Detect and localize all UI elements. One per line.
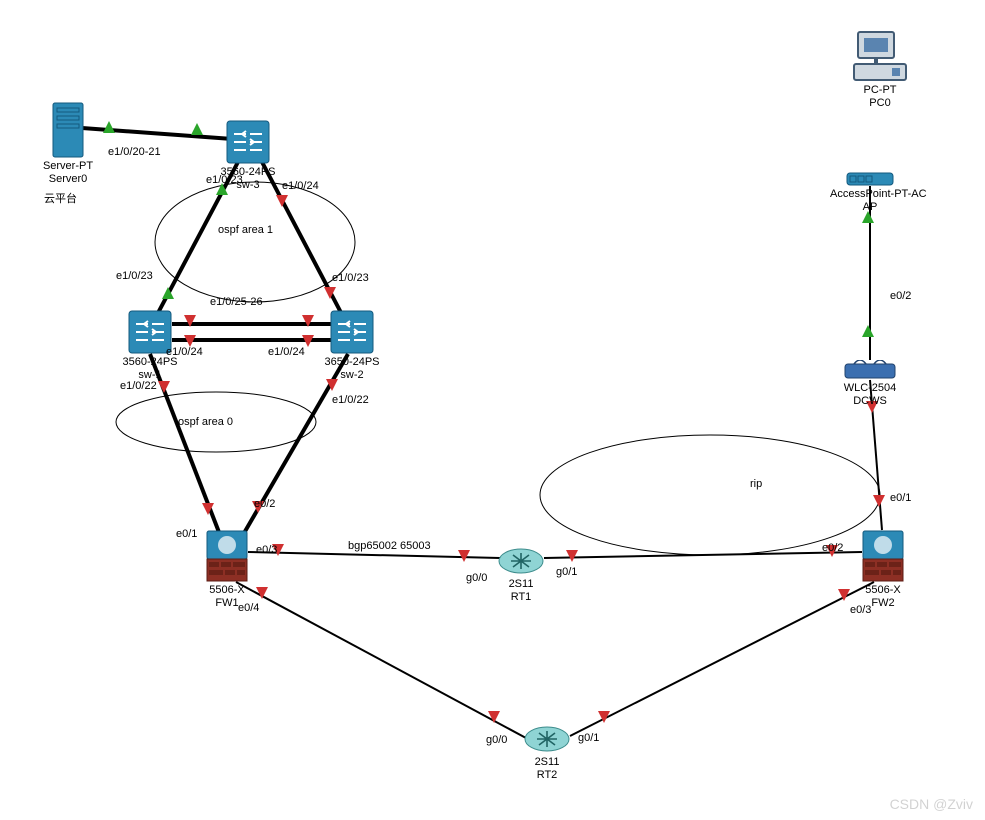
device-label-sw1: 3560-24PSsw-1	[110, 356, 190, 382]
interface-label: e1/0/20-21	[108, 146, 161, 158]
interface-label: e0/1	[890, 492, 911, 504]
link-state-marker	[458, 550, 470, 562]
device-label-wlc: WLC-2504DCWS	[830, 382, 910, 408]
label-ospf-area1: ospf area 1	[218, 224, 273, 236]
interface-label: e0/2	[822, 542, 843, 554]
device-label-rt2: 2S11RT2	[507, 756, 587, 782]
device-sw3[interactable]	[226, 120, 270, 169]
link-state-marker	[191, 123, 203, 135]
switch-icon	[330, 310, 374, 354]
topology-canvas	[0, 0, 985, 820]
interface-label: g0/1	[556, 566, 577, 578]
device-rt1[interactable]	[497, 546, 545, 581]
device-fw2[interactable]	[862, 530, 904, 587]
router-icon	[497, 546, 545, 576]
device-label-pc0: PC-PTPC0	[840, 84, 920, 110]
wlc-icon	[844, 360, 896, 380]
watermark: CSDN @Zviv	[890, 796, 973, 812]
label-ospf-area0: ospf area 0	[178, 416, 233, 428]
device-server0[interactable]	[52, 102, 84, 163]
interface-label: e1/0/23	[116, 270, 153, 282]
interface-label: e1/0/24	[268, 346, 305, 358]
interface-label: e0/2	[254, 498, 275, 510]
router-icon	[523, 724, 571, 754]
interface-label: e1/0/24	[166, 346, 203, 358]
interface-label: e1/0/23	[332, 272, 369, 284]
device-pc0[interactable]	[852, 30, 908, 87]
interface-label: e0/1	[176, 528, 197, 540]
interface-label: g0/1	[578, 732, 599, 744]
device-label-sw2: 3650-24PSsw-2	[312, 356, 392, 382]
area-ellipse-rip	[540, 435, 880, 555]
link-state-marker	[566, 550, 578, 562]
link-state-marker	[873, 495, 885, 507]
device-label-rt1: 2S11RT1	[481, 578, 561, 604]
label-bgp: bgp65002 65003	[348, 540, 431, 552]
device-label-ap: AccessPoint-PT-ACAP	[830, 188, 910, 214]
interface-label: g0/0	[466, 572, 487, 584]
interface-label: e1/0/22	[332, 394, 369, 406]
device-label-server0: Server-PTServer0	[28, 160, 108, 186]
label-rip: rip	[750, 478, 762, 490]
interface-label: e1/0/22	[120, 380, 157, 392]
server-icon	[52, 102, 84, 158]
interface-label: g0/0	[486, 734, 507, 746]
link-rt2-fw2	[570, 582, 874, 736]
interface-label: e1/0/25-26	[210, 296, 263, 308]
link-state-marker	[158, 381, 170, 393]
interface-label: e0/4	[238, 602, 259, 614]
switch-icon	[226, 120, 270, 164]
link-state-marker	[862, 325, 874, 337]
link-state-marker	[488, 711, 500, 723]
interface-label: e0/2	[890, 290, 911, 302]
device-sw2[interactable]	[330, 310, 374, 359]
label-cloud-platform: 云平台	[44, 190, 77, 206]
interface-label: e0/3	[256, 544, 277, 556]
link-fw1-rt2	[236, 582, 526, 738]
pc-icon	[852, 30, 908, 82]
interface-label: e1/0/24	[282, 180, 319, 192]
firewall-icon	[206, 530, 248, 582]
link-state-marker	[103, 121, 115, 133]
interface-label: e0/3	[850, 604, 871, 616]
device-rt2[interactable]	[523, 724, 571, 759]
interface-label: e1/0/23	[206, 174, 243, 186]
firewall-icon	[862, 530, 904, 582]
accesspoint-icon	[846, 170, 894, 186]
device-fw1[interactable]	[206, 530, 248, 587]
